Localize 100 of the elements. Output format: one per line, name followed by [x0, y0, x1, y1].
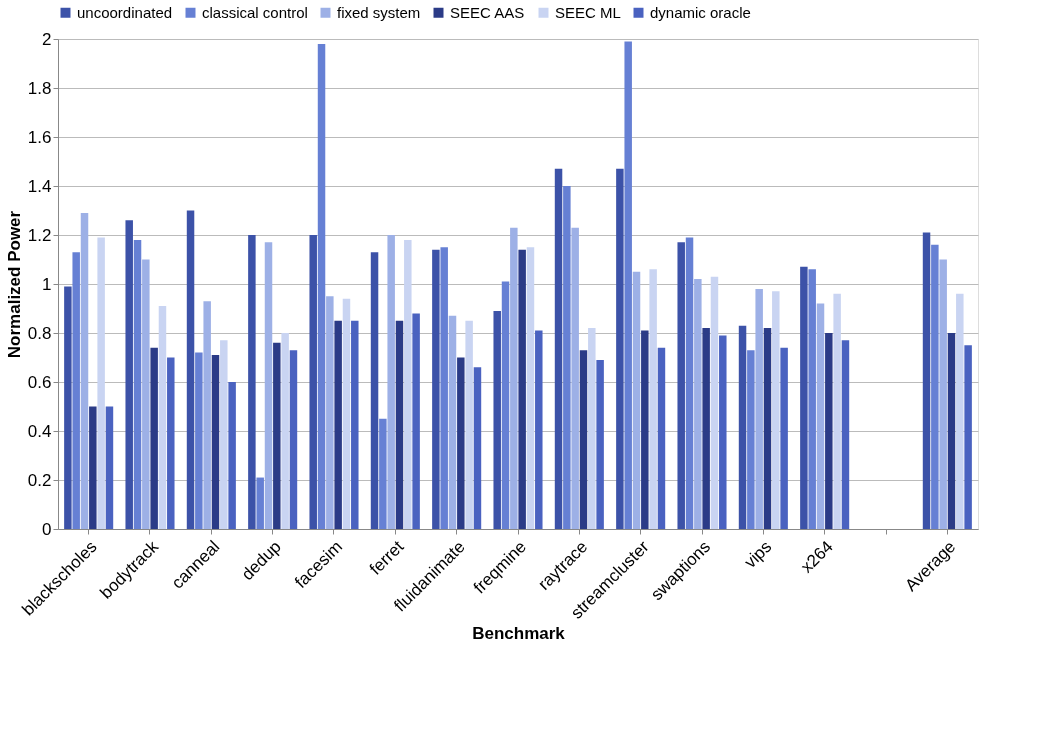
- bar: [228, 382, 236, 529]
- bar: [448, 315, 457, 529]
- bar: [317, 43, 326, 529]
- bar: [518, 249, 526, 529]
- bar: [763, 328, 772, 529]
- bar: [800, 266, 808, 529]
- bar: [64, 286, 72, 529]
- legend-label: dynamic oracle: [650, 3, 751, 21]
- bar: [825, 333, 833, 529]
- bar: [571, 227, 579, 529]
- bar: [309, 235, 317, 529]
- bar: [710, 276, 719, 529]
- y-tick-label: 0.2: [27, 470, 52, 490]
- bar: [702, 328, 710, 529]
- bar: [334, 320, 342, 529]
- bar: [677, 242, 685, 529]
- bar: [841, 340, 850, 529]
- legend-label: SEEC AAS: [450, 3, 525, 21]
- bar: [535, 330, 543, 529]
- y-tick-label: 1.2: [27, 225, 52, 245]
- bar: [133, 239, 142, 529]
- bar: [387, 235, 395, 529]
- bar: [939, 259, 947, 529]
- bar: [370, 252, 379, 529]
- bar: [624, 41, 632, 529]
- bar: [167, 357, 175, 529]
- bar: [616, 168, 624, 529]
- bar: [289, 350, 298, 529]
- bar: [833, 293, 841, 529]
- bar: [72, 252, 80, 529]
- bar: [342, 298, 351, 529]
- bar: [510, 227, 518, 529]
- bar: [808, 269, 816, 529]
- bar: [351, 320, 359, 529]
- y-tick-label: 1.8: [27, 78, 52, 98]
- bar: [457, 357, 465, 529]
- y-tick-label: 1.6: [27, 127, 52, 147]
- bar: [588, 328, 596, 529]
- y-tick-label: 1: [42, 274, 52, 294]
- y-tick-label: 1.4: [27, 176, 52, 196]
- bar: [80, 212, 89, 529]
- bar: [657, 347, 666, 529]
- bar: [772, 291, 780, 529]
- bar: [195, 352, 203, 529]
- bar: [97, 237, 105, 529]
- y-tick-label: 0.6: [27, 372, 52, 392]
- bar: [473, 367, 482, 529]
- bar: [273, 342, 281, 529]
- bar: [440, 247, 448, 529]
- bar: [211, 355, 220, 529]
- bar: [649, 269, 657, 529]
- legend-label: uncoordinated: [77, 3, 173, 21]
- bar: [632, 271, 641, 529]
- bar: [395, 320, 404, 529]
- bar: [256, 477, 264, 529]
- bar: [220, 340, 228, 529]
- bar: [326, 296, 334, 529]
- bar: [956, 293, 964, 529]
- bar: [780, 347, 788, 529]
- bar: [203, 301, 211, 529]
- bar: [379, 418, 387, 529]
- legend-label: classical control: [202, 3, 308, 21]
- bar: [412, 313, 420, 529]
- x-axis-title: Benchmark: [472, 623, 566, 643]
- bar: [579, 350, 588, 529]
- bar: [158, 306, 167, 529]
- y-tick-label: 0.4: [27, 421, 52, 441]
- bar: [105, 406, 114, 529]
- bar: [641, 330, 649, 529]
- bar: [125, 220, 133, 529]
- bar: [694, 279, 702, 529]
- x-tick-label: vips: [740, 537, 776, 572]
- bar: [281, 333, 289, 529]
- y-tick-label: 0.8: [27, 323, 52, 343]
- y-tick-label: 2: [42, 29, 52, 49]
- bar: [554, 168, 563, 529]
- legend-label: SEEC ML: [555, 3, 621, 21]
- bar: [186, 210, 195, 529]
- legend-label: fixed system: [337, 3, 421, 21]
- bar: [738, 325, 747, 529]
- bar: [755, 288, 763, 529]
- bar: [150, 347, 158, 529]
- bar: [563, 186, 571, 529]
- bar: [947, 333, 956, 529]
- bar: [142, 259, 150, 529]
- y-tick-label: 0: [42, 519, 52, 539]
- bar: [248, 235, 256, 529]
- bar: [719, 335, 727, 529]
- bar: [964, 345, 972, 529]
- bar: [922, 232, 931, 529]
- bar: [432, 249, 440, 529]
- bar: [89, 406, 97, 529]
- bar: [596, 359, 604, 529]
- bar: [816, 303, 825, 529]
- bar: [493, 310, 501, 529]
- bar: [747, 350, 755, 529]
- bar: [931, 244, 939, 529]
- y-axis-title: Normalized Power: [4, 210, 24, 359]
- bar: [264, 242, 273, 529]
- bar: [501, 281, 510, 529]
